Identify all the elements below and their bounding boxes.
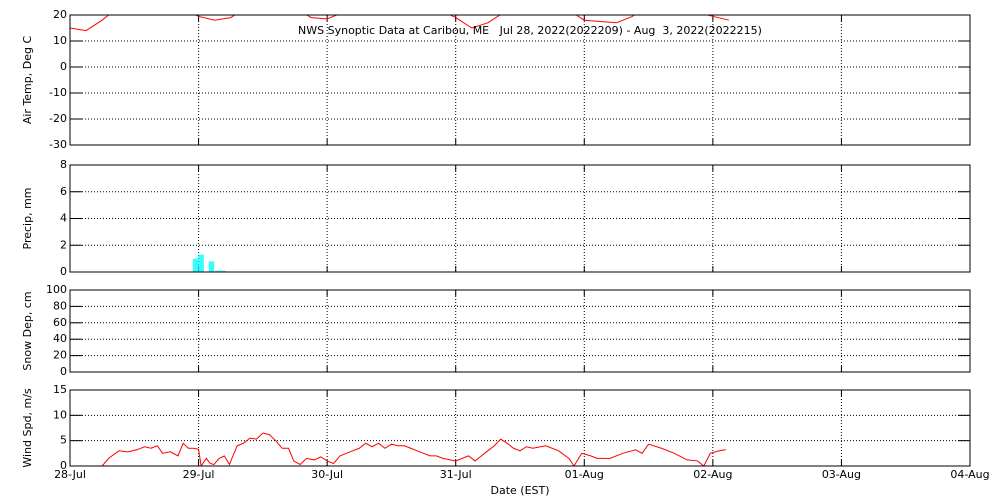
- y-tick-label: 6: [60, 185, 67, 198]
- panel-frame: [69, 389, 971, 467]
- y-tick-label: 15: [53, 383, 67, 396]
- x-tick-label: 02-Aug: [693, 468, 732, 481]
- y-axis-label: Air Temp, Deg C: [21, 36, 34, 125]
- bar: [215, 270, 221, 272]
- data-line: [70, 15, 730, 32]
- y-tick-label: 5: [60, 434, 67, 447]
- y-tick-label: 0: [60, 265, 67, 278]
- y-tick-label: 2: [60, 238, 67, 251]
- panel-frame: [69, 164, 971, 273]
- x-tick-label: 01-Aug: [565, 468, 604, 481]
- y-tick-label: 100: [46, 283, 67, 296]
- y-tick-label: 0: [60, 365, 67, 378]
- x-tick-label: 30-Jul: [311, 468, 343, 481]
- y-tick-label: -10: [49, 86, 67, 99]
- data-line: [101, 432, 726, 466]
- y-tick-label: 80: [53, 299, 67, 312]
- bar: [208, 261, 215, 272]
- y-axis-label: Precip, mm: [21, 188, 34, 250]
- y-tick-label: 8: [60, 158, 67, 171]
- y-tick-label: 20: [53, 349, 67, 362]
- x-tick-label: 28-Jul: [54, 468, 86, 481]
- y-axis-label: Wind Spd, m/s: [21, 388, 34, 468]
- y-tick-label: 60: [53, 316, 67, 329]
- y-tick-label: 10: [53, 34, 67, 47]
- chart-title: NWS Synoptic Data at Caribou, ME Jul 28,…: [298, 24, 762, 37]
- bar: [198, 254, 204, 272]
- y-tick-label: 0: [60, 60, 67, 73]
- y-axis-label: Snow Dep, cm: [21, 291, 34, 370]
- y-tick-label: 0: [60, 459, 67, 472]
- panel-frame: [69, 289, 971, 373]
- y-tick-label: 4: [60, 212, 67, 225]
- x-tick-label: 03-Aug: [822, 468, 861, 481]
- y-tick-label: 20: [53, 8, 67, 21]
- y-tick-label: 10: [53, 408, 67, 421]
- x-tick-label: 04-Aug: [950, 468, 989, 481]
- x-tick-label: 31-Jul: [440, 468, 472, 481]
- panel-frame: [69, 14, 971, 146]
- y-tick-label: -30: [49, 138, 67, 151]
- x-axis-label: Date (EST): [490, 484, 549, 497]
- bar: [220, 270, 226, 272]
- y-tick-label: -20: [49, 112, 67, 125]
- y-tick-label: 40: [53, 332, 67, 345]
- x-tick-label: 29-Jul: [183, 468, 215, 481]
- bar: [192, 258, 199, 272]
